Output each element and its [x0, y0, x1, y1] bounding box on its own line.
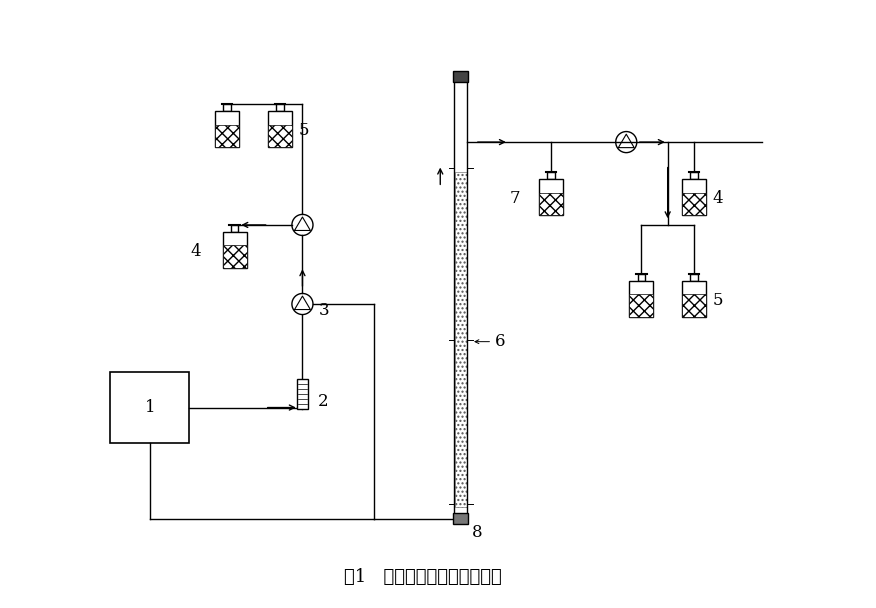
- Bar: [682, 281, 706, 317]
- Bar: [268, 125, 292, 147]
- Text: 2: 2: [317, 393, 328, 410]
- Bar: [453, 513, 468, 524]
- Bar: [629, 281, 653, 317]
- Text: 4: 4: [713, 190, 724, 207]
- Bar: [231, 225, 238, 232]
- Text: 6: 6: [494, 333, 505, 350]
- Bar: [215, 111, 239, 147]
- Bar: [690, 172, 698, 179]
- Bar: [638, 274, 645, 281]
- Bar: [682, 193, 706, 215]
- Bar: [539, 179, 563, 215]
- Bar: [539, 193, 563, 215]
- Text: 5: 5: [299, 122, 309, 139]
- Text: 7: 7: [510, 190, 520, 207]
- Bar: [629, 294, 653, 317]
- Bar: [690, 274, 698, 281]
- Bar: [682, 179, 706, 215]
- Bar: [110, 371, 189, 443]
- Text: 4: 4: [190, 243, 201, 260]
- Bar: [276, 105, 284, 111]
- Bar: [223, 246, 247, 268]
- Bar: [455, 172, 467, 507]
- Text: 3: 3: [319, 302, 329, 319]
- Text: 图1   污泥臭氧化试验装置示意: 图1 污泥臭氧化试验装置示意: [344, 568, 502, 586]
- Bar: [215, 125, 239, 147]
- Bar: [297, 379, 308, 409]
- Text: 1: 1: [145, 399, 155, 416]
- Bar: [223, 105, 231, 111]
- Text: 8: 8: [472, 523, 483, 541]
- Text: 5: 5: [713, 292, 724, 309]
- Bar: [453, 71, 468, 82]
- Bar: [548, 172, 555, 179]
- Bar: [268, 111, 292, 147]
- Bar: [223, 232, 247, 268]
- Bar: [682, 294, 706, 317]
